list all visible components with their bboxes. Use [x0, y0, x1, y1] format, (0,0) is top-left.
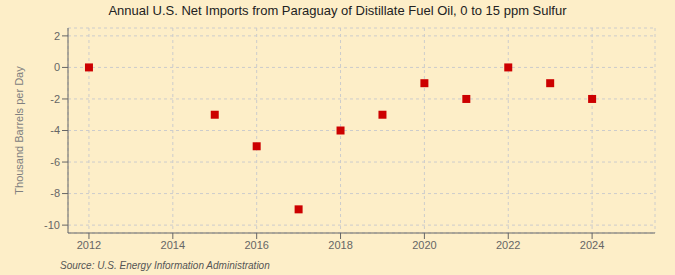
svg-text:-6: -6 — [50, 156, 60, 168]
html-text:Source: U.S. Energy Informatio: Source: U.S. Energy Information Administ… — [60, 260, 270, 271]
svg-text:-10: -10 — [44, 219, 60, 231]
svg-text:2020: 2020 — [412, 239, 436, 251]
svg-text:2018: 2018 — [328, 239, 352, 251]
svg-text:-2: -2 — [50, 93, 60, 105]
html-text:Annual U.S. Net Imports from P: Annual U.S. Net Imports from Paraguay of… — [108, 3, 567, 18]
svg-text:2024: 2024 — [580, 239, 604, 251]
svg-text:2014: 2014 — [161, 239, 185, 251]
svg-text:Thousand Barrels per Day: Thousand Barrels per Day — [13, 66, 25, 195]
svg-text:2: 2 — [54, 30, 60, 42]
svg-text:2022: 2022 — [496, 239, 520, 251]
svg-text:2012: 2012 — [77, 239, 101, 251]
svg-text:-4: -4 — [50, 124, 60, 136]
svg-text:-8: -8 — [50, 187, 60, 199]
svg-text:0: 0 — [54, 61, 60, 73]
svg-text:2016: 2016 — [244, 239, 268, 251]
